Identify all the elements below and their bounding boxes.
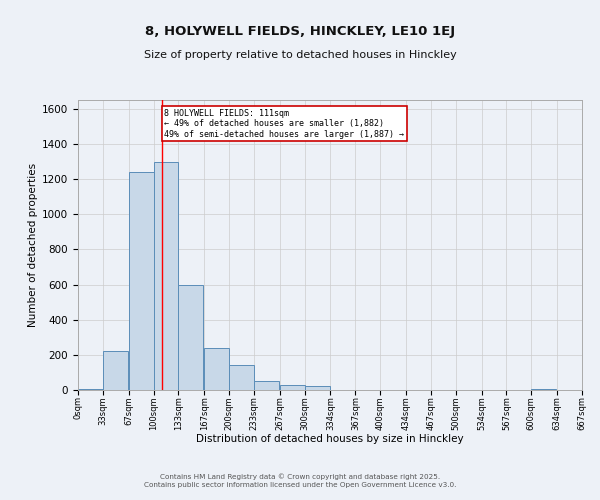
Bar <box>128 172 154 390</box>
Text: 8 HOLYWELL FIELDS: 111sqm
← 49% of detached houses are smaller (1,882)
49% of se: 8 HOLYWELL FIELDS: 111sqm ← 49% of detac… <box>164 109 404 138</box>
X-axis label: Distribution of detached houses by size in Hinckley: Distribution of detached houses by size … <box>196 434 464 444</box>
Bar <box>103 352 128 390</box>
Text: Contains HM Land Registry data © Crown copyright and database right 2025.
Contai: Contains HM Land Registry data © Crown c… <box>144 474 456 488</box>
Bar <box>78 389 103 390</box>
Text: 8, HOLYWELL FIELDS, HINCKLEY, LE10 1EJ: 8, HOLYWELL FIELDS, HINCKLEY, LE10 1EJ <box>145 25 455 38</box>
Bar <box>254 381 279 390</box>
Bar <box>280 385 305 390</box>
Text: Size of property relative to detached houses in Hinckley: Size of property relative to detached ho… <box>143 50 457 60</box>
Bar <box>532 388 556 390</box>
Bar <box>229 366 254 390</box>
Y-axis label: Number of detached properties: Number of detached properties <box>28 163 38 327</box>
Bar <box>154 162 178 390</box>
Bar <box>305 386 329 390</box>
Bar <box>178 284 203 390</box>
Bar <box>204 348 229 390</box>
